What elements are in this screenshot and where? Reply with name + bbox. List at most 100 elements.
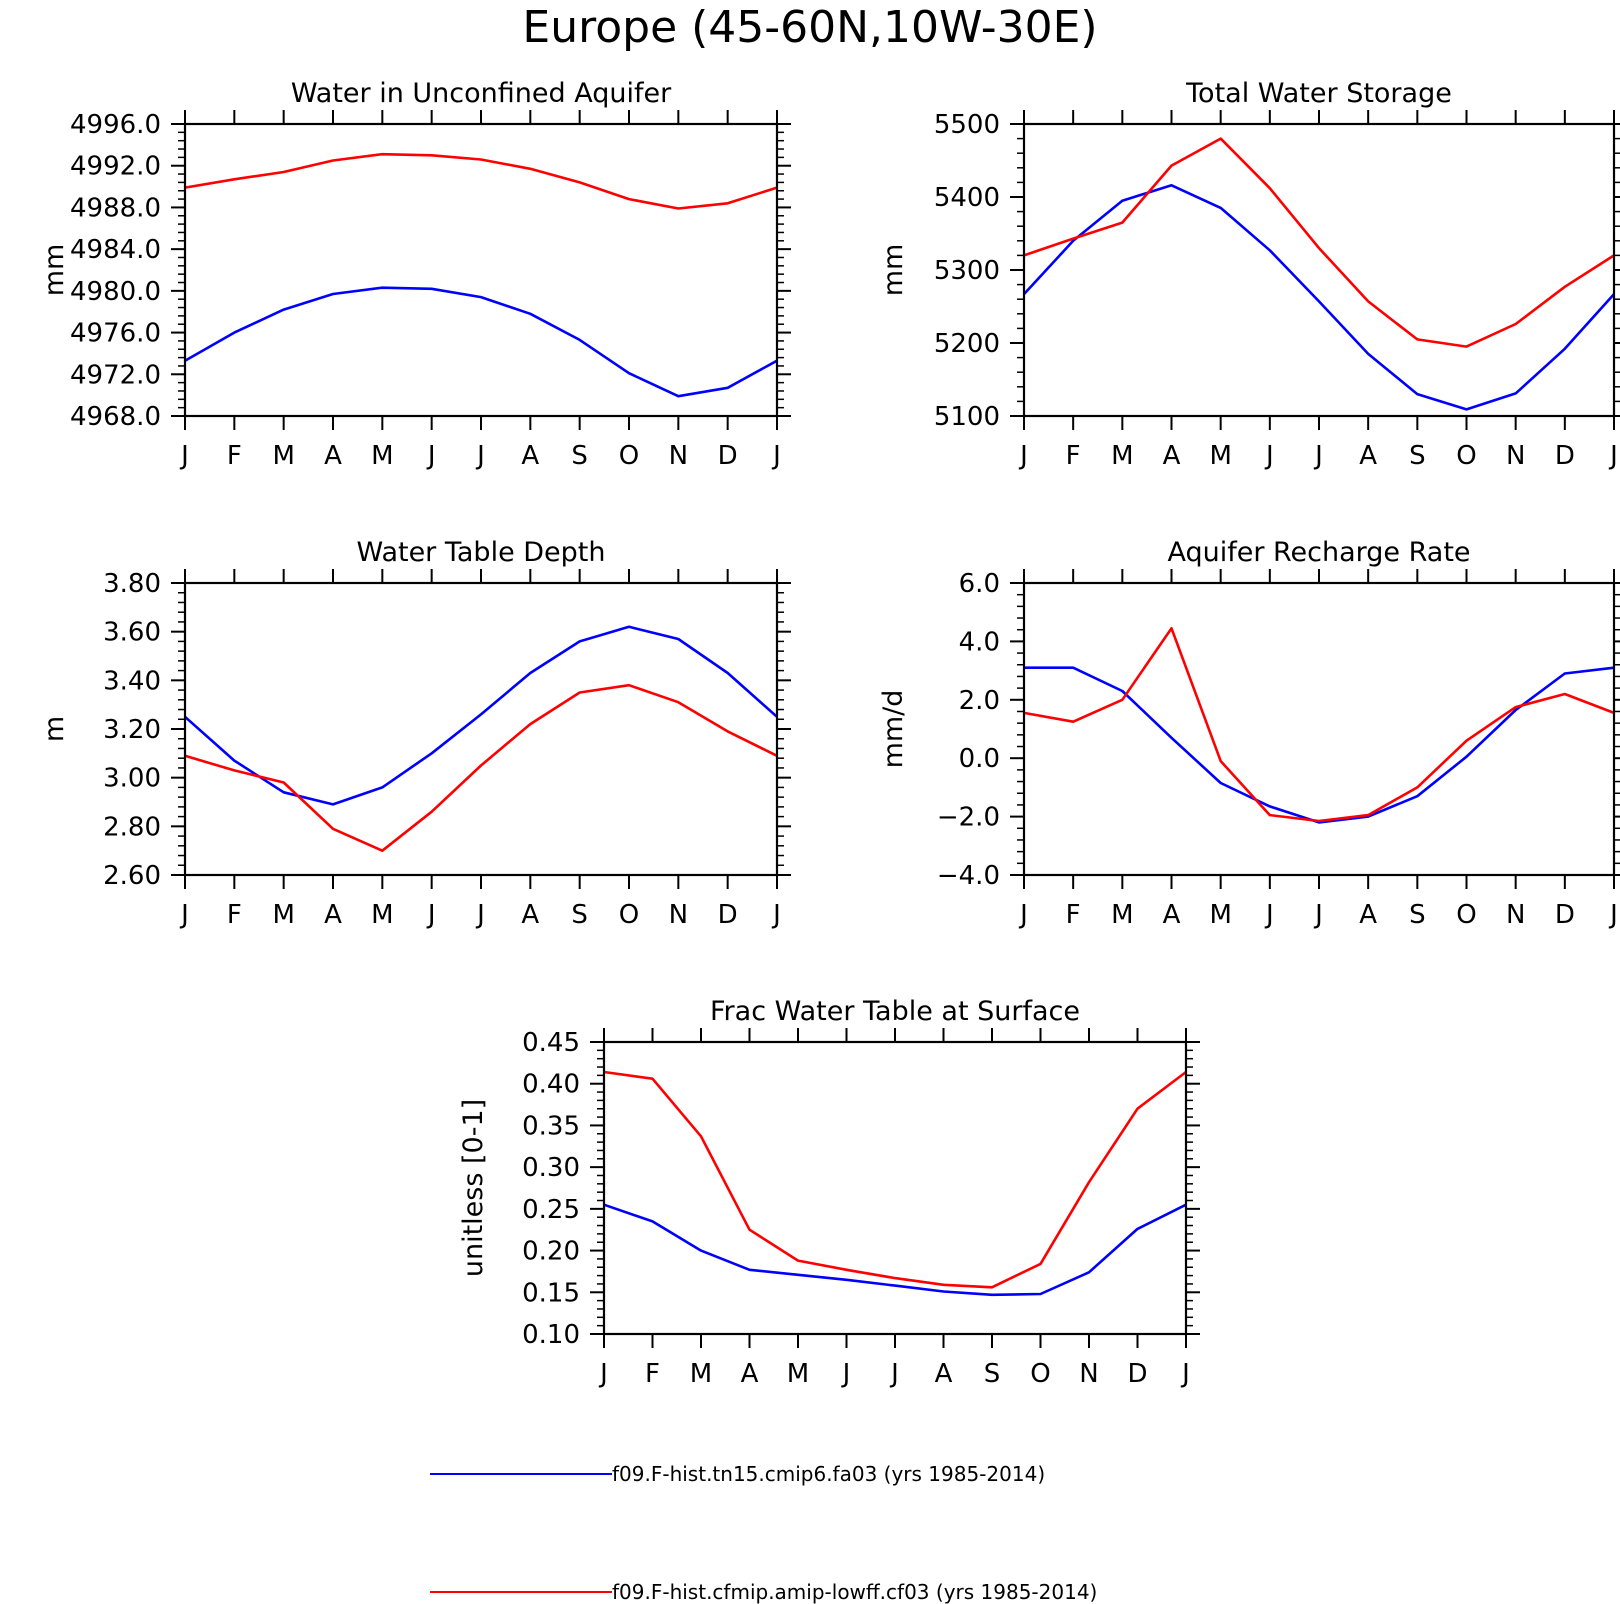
x-tick-label: A — [324, 900, 342, 930]
x-tick-label: D — [1555, 441, 1575, 471]
y-tick-label: 0.20 — [522, 1237, 580, 1267]
plot-frame — [602, 1040, 1188, 1336]
series-line-red — [184, 683, 778, 853]
y-tick-label: 5400 — [934, 183, 1000, 213]
y-tick-label: −2.0 — [937, 803, 1000, 833]
x-tick-label: J — [475, 441, 485, 471]
x-tick-label: A — [1163, 900, 1181, 930]
x-tick-label: A — [521, 900, 539, 930]
x-tick-label: S — [1409, 900, 1426, 930]
x-tick-label: J — [179, 441, 189, 471]
x-tick-label: J — [1180, 1359, 1190, 1389]
x-tick-label: J — [1264, 900, 1274, 930]
x-tick-label: O — [619, 441, 639, 471]
x-tick-label: D — [1555, 900, 1575, 930]
x-tick-label: J — [771, 441, 781, 471]
x-tick-label: M — [1209, 900, 1231, 930]
x-tick-label: A — [935, 1359, 953, 1389]
series-line-red — [1023, 137, 1615, 348]
panel-title: Water in Unconfined Aquifer — [291, 78, 672, 109]
series-line-red — [1023, 626, 1615, 823]
x-tick-label: J — [598, 1359, 608, 1389]
x-tick-label: J — [1018, 441, 1028, 471]
y-tick-label: 5100 — [934, 402, 1000, 432]
plot-frame — [1022, 122, 1616, 418]
figure-title: Europe (45-60N,10W-30E) — [522, 2, 1097, 53]
y-tick-label: 4980.0 — [70, 277, 161, 307]
x-tick-label: O — [1030, 1359, 1050, 1389]
x-tick-label: M — [787, 1359, 809, 1389]
panel-title: Aquifer Recharge Rate — [1167, 537, 1470, 568]
x-tick-label: A — [741, 1359, 759, 1389]
series-line-blue — [603, 1203, 1187, 1297]
series-line-red — [603, 1070, 1187, 1289]
x-tick-label: N — [1506, 900, 1525, 930]
x-tick-label: A — [324, 441, 342, 471]
series-line-red — [184, 152, 778, 210]
panel-title: Total Water Storage — [1185, 78, 1452, 109]
y-tick-label: 3.20 — [103, 715, 161, 745]
x-tick-label: N — [669, 441, 688, 471]
x-tick-label: N — [669, 900, 688, 930]
y-axis-label: unitless [0-1] — [458, 1099, 489, 1277]
y-tick-label: 0.35 — [522, 1111, 580, 1141]
x-tick-label: D — [718, 900, 738, 930]
x-tick-label: J — [771, 900, 781, 930]
x-tick-label: A — [1359, 441, 1377, 471]
x-tick-label: J — [475, 900, 485, 930]
x-tick-label: M — [371, 900, 393, 930]
x-tick-label: J — [426, 900, 436, 930]
y-tick-label: 5500 — [934, 110, 1000, 140]
y-tick-label: 2.80 — [103, 812, 161, 842]
y-tick-label: 3.40 — [103, 666, 161, 696]
x-tick-label: F — [227, 441, 242, 471]
x-tick-label: M — [1209, 441, 1231, 471]
x-tick-label: J — [1264, 441, 1274, 471]
y-tick-label: 0.40 — [522, 1070, 580, 1100]
y-tick-label: 4968.0 — [70, 402, 161, 432]
y-tick-label: 0.30 — [522, 1153, 580, 1183]
x-tick-label: M — [1111, 441, 1133, 471]
x-tick-label: J — [841, 1359, 851, 1389]
x-tick-label: O — [1456, 900, 1476, 930]
y-tick-label: 3.80 — [103, 569, 161, 599]
y-tick-label: 4976.0 — [70, 319, 161, 349]
legend-label-blue: f09.F-hist.tn15.cmip6.fa03 (yrs 1985-201… — [612, 1462, 1045, 1486]
x-tick-label: S — [571, 441, 588, 471]
legend-label-red: f09.F-hist.cfmip.amip-lowff.cf03 (yrs 19… — [612, 1580, 1097, 1604]
legend: f09.F-hist.tn15.cmip6.fa03 (yrs 1985-201… — [430, 1462, 1097, 1604]
x-tick-label: O — [1456, 441, 1476, 471]
plot-frame — [183, 581, 779, 877]
series-line-blue — [184, 286, 778, 398]
y-tick-label: 2.0 — [959, 686, 1000, 716]
x-tick-label: J — [1313, 441, 1323, 471]
x-tick-label: F — [1066, 900, 1081, 930]
x-tick-label: M — [371, 441, 393, 471]
x-tick-label: D — [718, 441, 738, 471]
x-tick-label: A — [1163, 441, 1181, 471]
x-tick-label: F — [227, 900, 242, 930]
x-tick-label: J — [1018, 900, 1028, 930]
y-tick-label: 4992.0 — [70, 152, 161, 182]
y-tick-label: 0.0 — [959, 744, 1000, 774]
x-tick-label: M — [1111, 900, 1133, 930]
y-tick-label: 4972.0 — [70, 360, 161, 390]
y-tick-label: 5200 — [934, 329, 1000, 359]
plot-frame — [183, 122, 779, 418]
x-tick-label: M — [272, 900, 294, 930]
x-tick-label: S — [571, 900, 588, 930]
plot-frame — [1022, 581, 1616, 877]
y-tick-label: 3.00 — [103, 764, 161, 794]
y-tick-label: 0.10 — [522, 1320, 580, 1350]
y-axis-label: mm — [39, 244, 70, 297]
x-tick-label: M — [690, 1359, 712, 1389]
x-tick-label: F — [645, 1359, 660, 1389]
y-tick-label: 0.25 — [522, 1195, 580, 1225]
x-tick-label: O — [619, 900, 639, 930]
